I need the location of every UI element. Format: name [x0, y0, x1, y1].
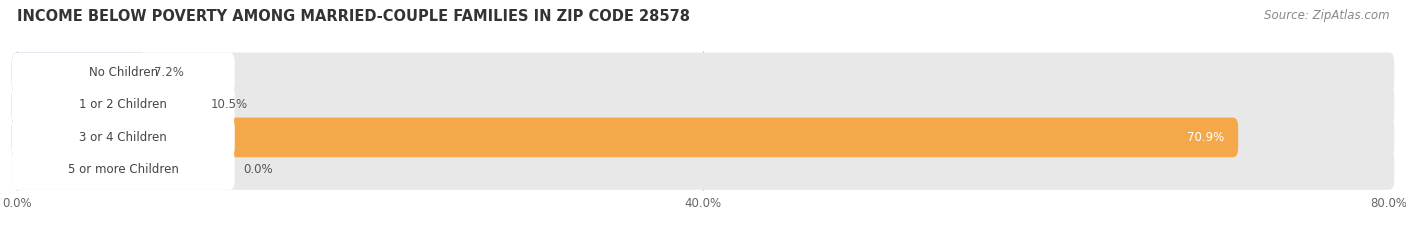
Text: 0.0%: 0.0%	[243, 163, 273, 176]
Text: 7.2%: 7.2%	[155, 66, 184, 79]
Text: INCOME BELOW POVERTY AMONG MARRIED-COUPLE FAMILIES IN ZIP CODE 28578: INCOME BELOW POVERTY AMONG MARRIED-COUPL…	[17, 9, 690, 24]
FancyBboxPatch shape	[11, 85, 202, 125]
FancyBboxPatch shape	[11, 150, 235, 190]
Text: 70.9%: 70.9%	[1187, 131, 1225, 144]
FancyBboxPatch shape	[11, 118, 1239, 157]
Text: 1 or 2 Children: 1 or 2 Children	[79, 98, 167, 111]
FancyBboxPatch shape	[11, 85, 235, 125]
FancyBboxPatch shape	[11, 118, 1395, 157]
FancyBboxPatch shape	[11, 150, 1395, 190]
FancyBboxPatch shape	[11, 53, 235, 92]
FancyBboxPatch shape	[11, 118, 235, 157]
Text: 10.5%: 10.5%	[211, 98, 247, 111]
Text: Source: ZipAtlas.com: Source: ZipAtlas.com	[1264, 9, 1389, 22]
FancyBboxPatch shape	[11, 53, 1395, 92]
Text: No Children: No Children	[89, 66, 157, 79]
FancyBboxPatch shape	[11, 85, 1395, 125]
FancyBboxPatch shape	[11, 53, 146, 92]
Text: 5 or more Children: 5 or more Children	[67, 163, 179, 176]
Text: 3 or 4 Children: 3 or 4 Children	[79, 131, 167, 144]
